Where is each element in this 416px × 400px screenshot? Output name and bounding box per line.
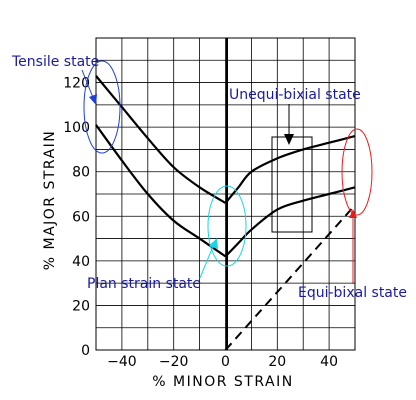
lower-limit-curve: [95, 124, 356, 258]
y-tick-label: 40: [72, 254, 90, 270]
x-tick-label: 40: [320, 354, 338, 370]
chart-grid: [95, 37, 356, 351]
unequi-biaxial-region-box: [271, 136, 313, 233]
tensile-state-ellipse: [83, 60, 121, 154]
annotation-plane-strain-state: Plan strain state: [87, 276, 201, 292]
y-tick-label: 100: [63, 120, 90, 136]
x-tick-label: 0: [221, 354, 230, 370]
y-tick-label: 20: [72, 298, 90, 314]
tensile-state-arrow: [81, 69, 95, 101]
data-series: [95, 75, 356, 351]
annotation-tensile-state: Tensile state: [11, 54, 99, 70]
y-tick-label: 60: [72, 209, 90, 225]
y-tick-label: 0: [81, 343, 90, 359]
plane-strain-arrow: [199, 243, 215, 279]
x-tick-label: −20: [159, 354, 189, 370]
x-tick-label: 20: [268, 354, 286, 370]
unequi-biaxial-arrowhead: [284, 134, 294, 145]
plane-strain-arrowhead: [209, 238, 218, 249]
x-tick-label: −40: [107, 354, 137, 370]
y-axis-title: % MAJOR STRAIN: [42, 130, 58, 271]
x-axis-title: % MINOR STRAIN: [152, 374, 293, 390]
equi-biaxial-ellipse: [341, 128, 373, 216]
y-tick-label: 120: [63, 76, 90, 92]
tensile-state-arrowhead: [89, 94, 97, 105]
equi-biaxial-arrowhead: [349, 209, 357, 218]
annotation-equi-biaxial-state: Equi-bixal state: [298, 285, 407, 301]
plane-strain-ellipse: [207, 185, 247, 267]
equi-biaxial-line: [224, 204, 356, 351]
tick-labels: −40 −20 0 20 40 0 20 40 60 80 100 120: [63, 76, 338, 370]
y-tick-label: 80: [72, 165, 90, 181]
annotation-unequi-biaxial-state: Unequi-bixial state: [229, 87, 361, 103]
